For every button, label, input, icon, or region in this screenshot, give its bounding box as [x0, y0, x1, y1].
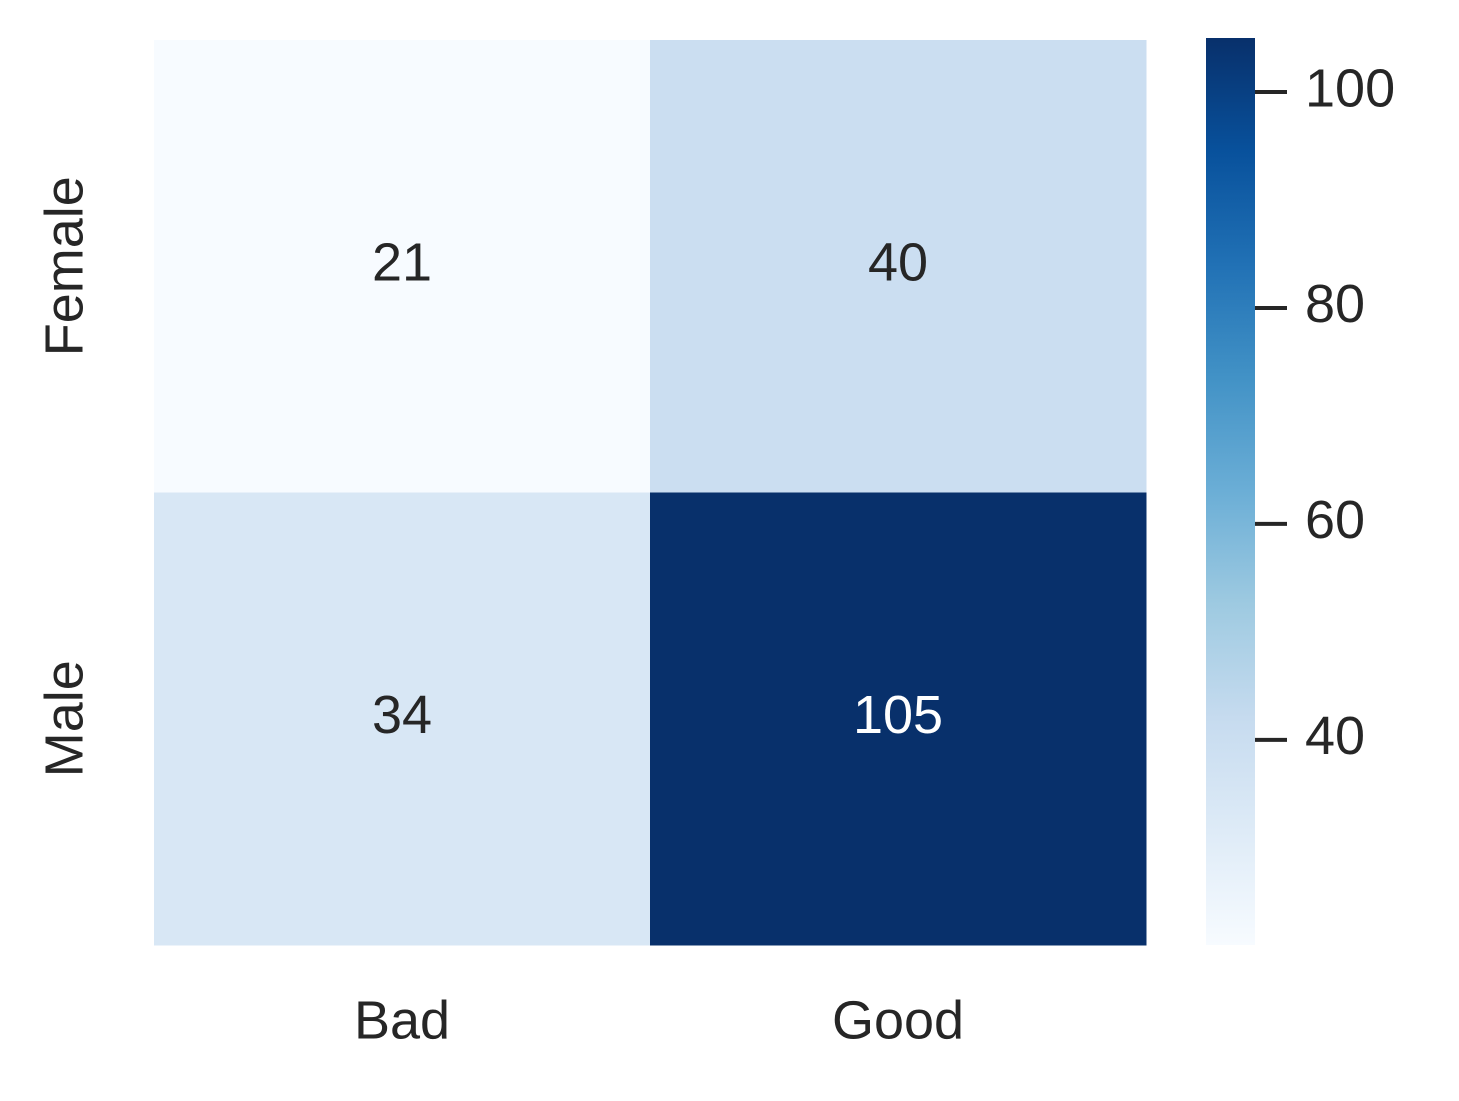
colorbar-tick-label: 60 [1305, 490, 1365, 550]
y-tick-label: Female [34, 176, 94, 356]
heatmap-cell [650, 40, 1147, 493]
heatmap-cell [154, 492, 651, 946]
cell-label: 21 [372, 233, 432, 293]
cell-label: 34 [372, 685, 432, 745]
cell-label: 105 [853, 685, 943, 745]
heatmap-cell [154, 40, 651, 493]
cell-label: 40 [868, 233, 928, 293]
x-tick-label: Bad [354, 990, 450, 1050]
y-tick-label: Male [34, 660, 94, 777]
colorbar-tick-label: 80 [1305, 274, 1365, 334]
colorbar-tick-label: 40 [1305, 706, 1365, 766]
x-tick-label: Good [832, 990, 964, 1050]
colorbar [1206, 38, 1255, 945]
heatmap-cell [650, 492, 1147, 946]
colorbar-tick-label: 100 [1305, 58, 1395, 118]
